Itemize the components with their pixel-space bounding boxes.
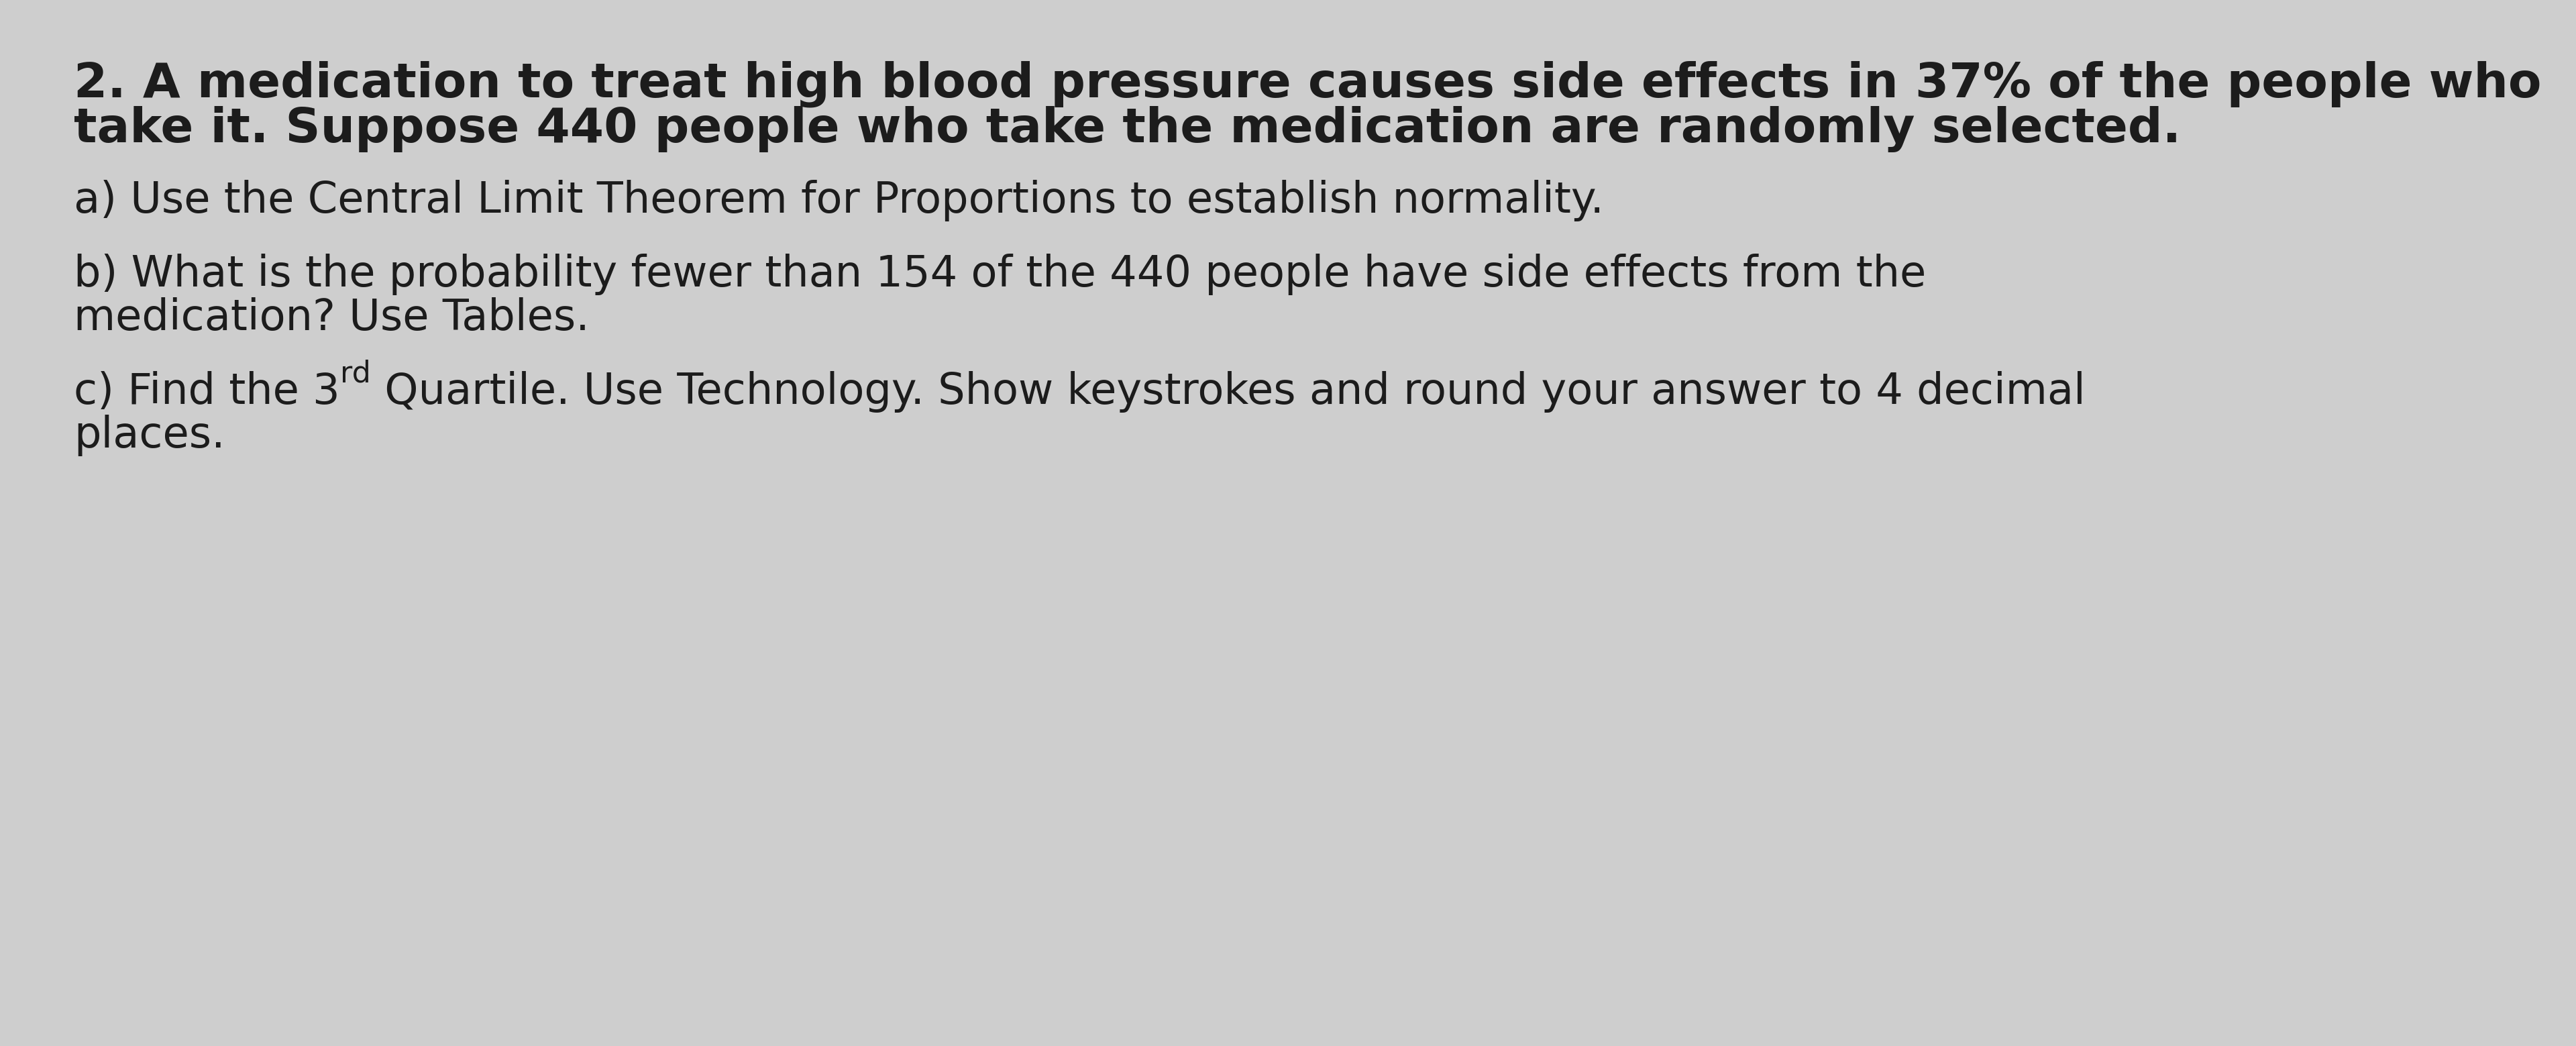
Text: 2. A medication to treat high blood pressure causes side effects in 37% of the p: 2. A medication to treat high blood pres…: [75, 61, 2543, 107]
Text: c) Find the 3: c) Find the 3: [75, 371, 340, 412]
Text: rd: rd: [340, 359, 371, 388]
Text: medication? Use Tables.: medication? Use Tables.: [75, 297, 590, 339]
Text: Quartile. Use Technology. Show keystrokes and round your answer to 4 decimal: Quartile. Use Technology. Show keystroke…: [371, 371, 2084, 412]
Text: take it. Suppose 440 people who take the medication are randomly selected.: take it. Suppose 440 people who take the…: [75, 106, 2182, 153]
Text: a) Use the Central Limit Theorem for Proportions to establish normality.: a) Use the Central Limit Theorem for Pro…: [75, 180, 1605, 222]
Text: places.: places.: [75, 414, 224, 456]
Text: b) What is the probability fewer than 154 of the 440 people have side effects fr: b) What is the probability fewer than 15…: [75, 253, 1927, 295]
